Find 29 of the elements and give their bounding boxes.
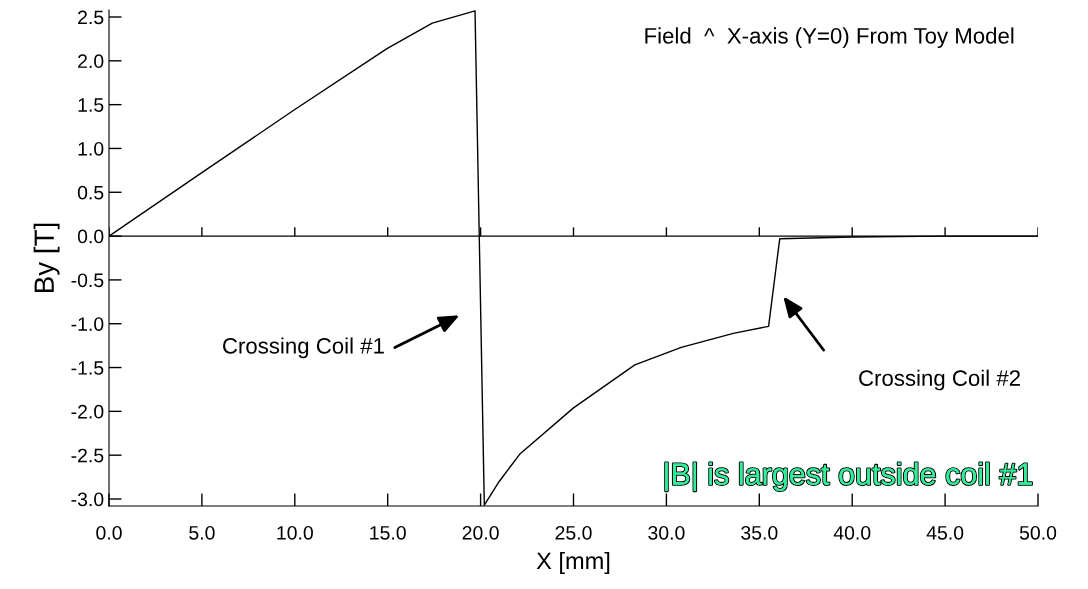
y-tick-label: -0.5 (71, 273, 104, 288)
y-tick-label: 1.5 (78, 98, 104, 112)
x-tick-label: 15.0 (370, 525, 406, 540)
y-tick-label: -1.5 (71, 361, 104, 375)
x-tick-label: 45.0 (926, 525, 964, 540)
annotation: Crossing Coil #2 (859, 369, 1020, 391)
x-axis-title: X [mm] (536, 551, 610, 574)
annotation: Field ^ X-axis (Y=0) From Toy Model (645, 27, 1014, 49)
y-tick-label: -3.0 (71, 492, 104, 507)
annotation: Crossing Coil #1 (223, 337, 384, 359)
x-tick-label: 25.0 (555, 525, 592, 540)
x-tick-label: 0.0 (96, 525, 122, 540)
x-tick-label: 30.0 (648, 525, 685, 540)
y-axis-title: By [T] (33, 223, 60, 292)
y-tick-label: 1.0 (78, 141, 104, 156)
y-tick-label: -2.5 (71, 448, 104, 463)
x-tick-label: 20.0 (462, 525, 499, 540)
y-tick-label: 0.5 (77, 185, 104, 200)
x-tick-label: 40.0 (833, 525, 871, 540)
y-tick-label: 0.0 (77, 229, 104, 244)
y-tick-label: -1.0 (71, 317, 104, 331)
y-tick-label: 2.0 (78, 54, 104, 69)
x-tick-label: 50.0 (1019, 525, 1057, 540)
x-tick-label: 35.0 (741, 525, 778, 540)
y-tick-label: 2.5 (78, 10, 104, 25)
y-tick-label: -2.0 (71, 404, 104, 419)
x-tick-label: 5.0 (189, 525, 215, 540)
annotation: |B| is largest outside coil #1 (665, 462, 1032, 492)
x-tick-label: 10.0 (277, 525, 313, 540)
